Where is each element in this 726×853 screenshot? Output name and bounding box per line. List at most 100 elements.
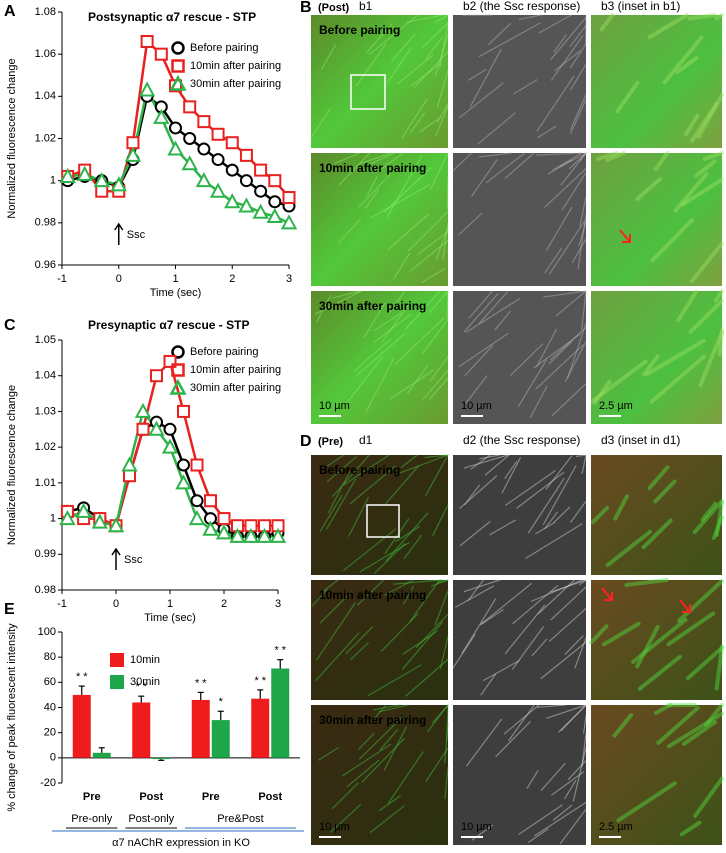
fiber: [338, 218, 362, 244]
fiber: [616, 781, 677, 823]
fiber: [319, 591, 352, 624]
marker: [269, 527, 287, 543]
fiber: [331, 290, 361, 299]
fiber: [373, 313, 412, 343]
fiber: [342, 743, 392, 777]
fiber: [649, 354, 706, 404]
marker: [239, 174, 253, 188]
fiber: [466, 297, 521, 333]
scale-bar-label: 10 µm: [319, 400, 350, 412]
fiber: [529, 385, 548, 419]
fiber: [327, 454, 345, 467]
fiber: [536, 704, 567, 708]
y-tick-label: 1.02: [35, 132, 56, 144]
column-header: d2 (the Ssc response): [463, 433, 580, 447]
fiber: [332, 782, 359, 810]
fiber: [666, 611, 716, 647]
fiber: [650, 218, 694, 263]
marker: [93, 172, 110, 188]
marker: [202, 520, 219, 536]
y-tick-label: 80: [44, 651, 56, 663]
fiber: [714, 13, 724, 21]
fiber: [714, 500, 724, 537]
annotation-arrow-head: [114, 222, 124, 231]
y-tick-label: 1.01: [35, 477, 56, 489]
fiber: [578, 220, 587, 247]
legend-label: 10min: [130, 654, 160, 666]
fiber: [717, 328, 724, 357]
fiber: [330, 804, 362, 833]
fiber: [570, 63, 587, 90]
fiber: [386, 155, 423, 218]
fiber: [459, 520, 491, 547]
fiber: [583, 714, 587, 734]
panel-group: (Post): [318, 2, 350, 14]
marker: [95, 184, 109, 198]
x-tick-label: 3: [275, 598, 281, 610]
marker: [211, 153, 225, 167]
marker: [225, 163, 239, 177]
fiber: [359, 152, 392, 165]
micrograph: [311, 291, 448, 424]
x-tick-label: -1: [57, 598, 67, 610]
fiber: [458, 332, 509, 368]
fiber: [419, 116, 442, 133]
fiber: [400, 454, 418, 468]
micrograph: [453, 15, 586, 148]
bar: [92, 752, 111, 758]
row-label: Before pairing: [319, 23, 400, 37]
fiber: [355, 43, 387, 87]
marker: [107, 517, 125, 533]
marker: [266, 207, 283, 224]
fiber: [574, 637, 587, 669]
bar: [72, 694, 91, 758]
panel-letter: A: [4, 3, 16, 20]
fiber: [685, 645, 724, 681]
column-header: b1: [359, 0, 373, 13]
x-axis-label: Time (sec): [144, 612, 196, 624]
marker: [154, 47, 168, 61]
fiber: [530, 579, 583, 602]
significance: * *: [135, 681, 147, 693]
fiber: [477, 112, 516, 145]
fiber: [637, 654, 682, 691]
fiber: [478, 22, 541, 58]
fiber: [388, 213, 430, 250]
fiber: [683, 113, 700, 137]
legend-label: 30min: [130, 676, 160, 688]
fiber: [436, 70, 449, 108]
x-tick-label: 2: [229, 273, 235, 285]
y-tick-label: 1.06: [35, 48, 56, 60]
fiber: [713, 289, 724, 303]
fiber: [436, 103, 449, 123]
series-line: [67, 86, 290, 224]
y-tick-label: 1.04: [35, 370, 56, 382]
fiber: [396, 454, 449, 475]
fiber: [459, 82, 504, 118]
series-line: [66, 408, 278, 538]
column-header: b3 (inset in b1): [601, 0, 680, 13]
fiber: [550, 586, 587, 621]
micrograph: [591, 455, 722, 575]
significance: * *: [274, 645, 286, 657]
fiber: [459, 475, 498, 509]
micrograph: [591, 291, 722, 424]
fiber: [666, 711, 724, 749]
fiber: [702, 151, 724, 161]
fiber: [677, 579, 724, 623]
fiber: [552, 804, 573, 821]
micrograph: [453, 153, 586, 286]
fiber: [321, 44, 336, 70]
fiber: [641, 354, 660, 377]
y-tick-label: 0.98: [35, 217, 56, 229]
fiber: [350, 642, 369, 661]
legend-label: 30min after pairing: [190, 78, 281, 90]
bar: [211, 720, 230, 758]
fiber: [446, 704, 449, 741]
panel-letter: D: [300, 433, 312, 450]
fiber: [365, 23, 393, 54]
marker: [121, 456, 138, 472]
fiber: [442, 222, 449, 261]
fiber: [429, 355, 449, 382]
x-tick-label: 1: [167, 598, 173, 610]
